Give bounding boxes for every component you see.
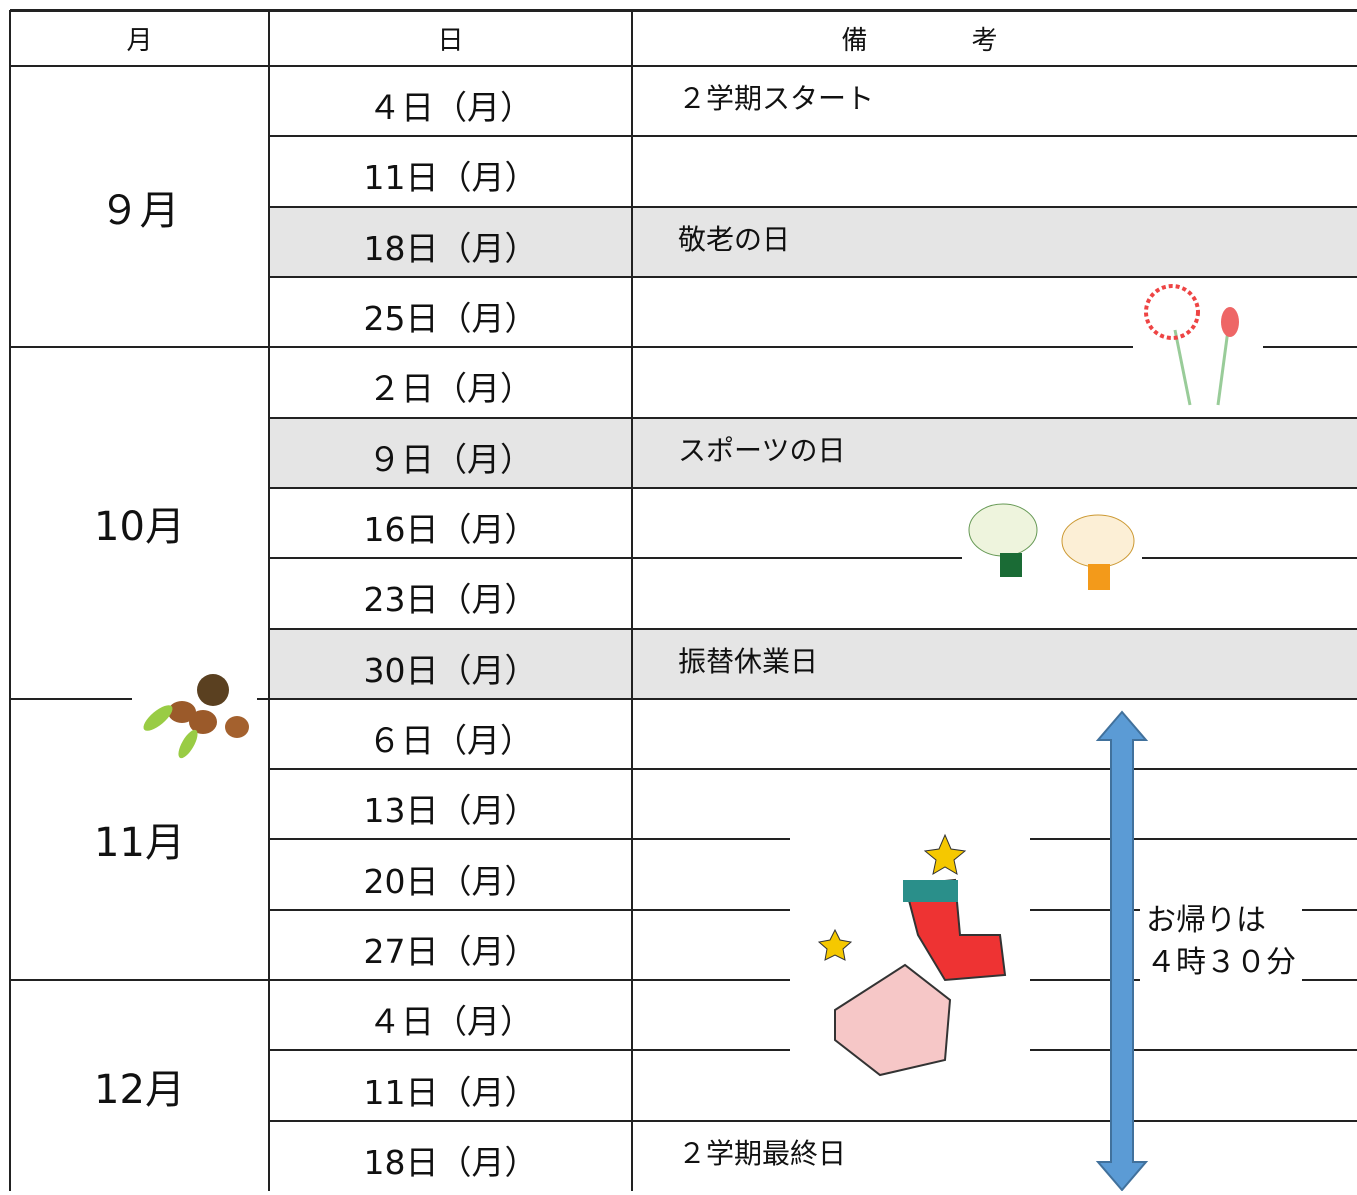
note-cell: ２学期最終日: [678, 1136, 847, 1170]
day-cell: 23日（月）: [363, 580, 538, 620]
border: [10, 65, 1357, 67]
border: [631, 10, 633, 1191]
day-cell: 27日（月）: [363, 931, 538, 971]
memo: お帰りは ４時３０分: [1140, 900, 1302, 984]
month-cell: 11月: [94, 820, 185, 867]
flower-icon: [1144, 284, 1239, 406]
row-shade: [269, 417, 1357, 488]
row-shade: [269, 206, 1357, 277]
border: [269, 205, 1357, 208]
day-cell: 13日（月）: [363, 791, 538, 831]
day-cell: 18日（月）: [363, 1142, 538, 1182]
day-cell: ９日（月）: [368, 439, 533, 479]
header-cell: 備 考: [841, 25, 998, 56]
day-cell: ４日（月）: [368, 88, 533, 128]
border: [269, 486, 1357, 489]
border: [269, 627, 1357, 630]
day-cell: 20日（月）: [363, 861, 538, 901]
chestnut-icon: [143, 674, 249, 759]
day-cell: ２日（月）: [368, 369, 533, 409]
border: [10, 979, 1357, 982]
border: [10, 9, 1357, 12]
border: [10, 697, 1357, 700]
row-shade: [269, 628, 1357, 699]
border: [269, 768, 1357, 771]
day-cell: ６日（月）: [368, 720, 533, 760]
header-cell: 日: [437, 25, 464, 56]
month-cell: ９月: [99, 187, 180, 234]
gift-icon: [817, 833, 1007, 1077]
note-cell: 敬老の日: [678, 222, 791, 256]
day-cell: 16日（月）: [363, 510, 538, 550]
day-cell: 30日（月）: [363, 650, 538, 690]
day-cell: 18日（月）: [363, 228, 538, 268]
border: [9, 10, 11, 1191]
border: [269, 557, 1357, 560]
mascot-icon: [968, 503, 1135, 590]
day-cell: 25日（月）: [363, 299, 538, 339]
month-cell: 10月: [94, 504, 185, 551]
month-cell: 12月: [94, 1066, 185, 1113]
note-cell: ２学期スタート: [678, 82, 875, 116]
header-cell: 月: [126, 25, 153, 56]
border: [10, 346, 1357, 349]
arrow: [1095, 710, 1149, 1191]
memo-line: ４時３０分: [1146, 945, 1296, 980]
note-cell: スポーツの日: [678, 433, 846, 467]
note-cell: 振替休業日: [678, 644, 819, 678]
border: [269, 275, 1357, 278]
border: [269, 416, 1357, 419]
border: [269, 1119, 1357, 1122]
memo-line: お帰りは: [1146, 903, 1266, 938]
day-cell: ４日（月）: [368, 1002, 533, 1042]
border: [269, 135, 1357, 138]
day-cell: 11日（月）: [363, 158, 538, 198]
border: [268, 10, 270, 1191]
deco-bg: [1133, 280, 1263, 410]
day-cell: 11日（月）: [363, 1072, 538, 1112]
